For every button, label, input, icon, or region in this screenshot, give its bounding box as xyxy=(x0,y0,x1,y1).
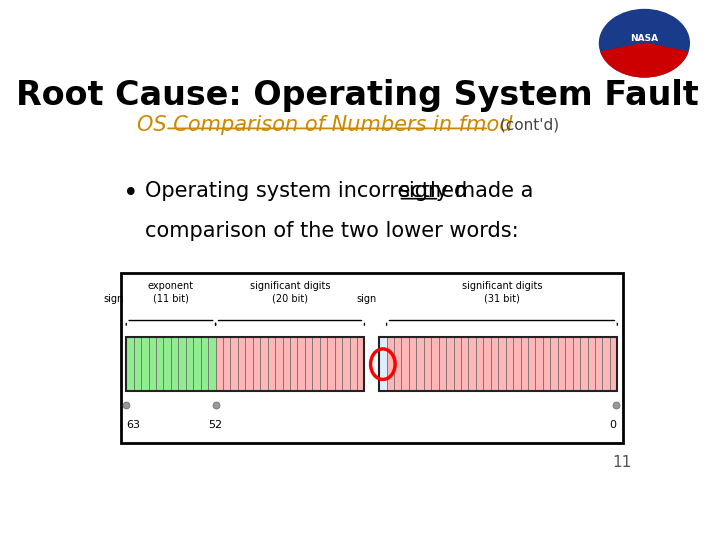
Text: significant digits: significant digits xyxy=(250,281,330,292)
Bar xyxy=(424,337,431,391)
Bar xyxy=(558,337,565,391)
Bar xyxy=(565,337,572,391)
Bar xyxy=(290,337,297,391)
Bar xyxy=(431,337,438,391)
Bar xyxy=(148,337,156,391)
Bar xyxy=(179,337,186,391)
Bar xyxy=(580,337,588,391)
Text: OS Comparison of Numbers in fmod: OS Comparison of Numbers in fmod xyxy=(137,115,512,135)
Bar xyxy=(230,337,238,391)
Bar xyxy=(491,337,498,391)
Text: NASA: NASA xyxy=(630,34,659,43)
Text: significant digits: significant digits xyxy=(462,281,542,292)
Bar xyxy=(171,337,179,391)
Bar xyxy=(342,337,349,391)
Bar xyxy=(461,337,469,391)
Text: (20 bit): (20 bit) xyxy=(272,294,308,304)
Bar xyxy=(446,337,454,391)
Bar xyxy=(156,337,163,391)
Bar xyxy=(588,337,595,391)
Bar xyxy=(379,337,387,391)
Text: comparison of the two lower words:: comparison of the two lower words: xyxy=(145,221,518,241)
Bar xyxy=(483,337,491,391)
Bar xyxy=(528,337,536,391)
Bar xyxy=(327,337,335,391)
Text: exponent: exponent xyxy=(148,281,194,292)
Bar xyxy=(134,337,141,391)
Bar xyxy=(121,273,623,443)
Bar xyxy=(394,337,402,391)
Bar xyxy=(438,337,446,391)
Bar xyxy=(126,337,134,391)
Bar xyxy=(476,337,483,391)
Bar xyxy=(498,337,505,391)
Text: Operating system incorrectly made a: Operating system incorrectly made a xyxy=(145,181,540,201)
Bar xyxy=(141,337,148,391)
Text: (11 bit): (11 bit) xyxy=(153,294,189,304)
Bar xyxy=(379,337,387,391)
Bar xyxy=(186,337,193,391)
Bar xyxy=(268,337,275,391)
Bar xyxy=(513,337,521,391)
Bar xyxy=(282,337,290,391)
Text: 63: 63 xyxy=(126,420,140,430)
Bar xyxy=(505,337,513,391)
Bar xyxy=(126,337,364,391)
Bar xyxy=(572,337,580,391)
Bar xyxy=(335,337,342,391)
Bar xyxy=(305,337,312,391)
Bar xyxy=(275,337,282,391)
Bar xyxy=(201,337,208,391)
Bar xyxy=(208,337,215,391)
Bar xyxy=(357,337,364,391)
Bar xyxy=(163,337,171,391)
Text: 52: 52 xyxy=(209,420,222,430)
Wedge shape xyxy=(601,43,688,77)
Bar xyxy=(603,337,610,391)
Text: sign: sign xyxy=(356,294,377,304)
Text: (31 bit): (31 bit) xyxy=(484,294,520,304)
Bar xyxy=(260,337,268,391)
Text: 11: 11 xyxy=(612,455,631,470)
Bar xyxy=(349,337,357,391)
Bar xyxy=(416,337,424,391)
Bar xyxy=(223,337,230,391)
Text: Root Cause: Operating System Fault: Root Cause: Operating System Fault xyxy=(17,79,699,112)
Text: sign: sign xyxy=(104,294,124,304)
Bar xyxy=(320,337,327,391)
Circle shape xyxy=(600,10,689,77)
Bar xyxy=(610,337,617,391)
Bar xyxy=(215,337,223,391)
Bar xyxy=(550,337,558,391)
Bar xyxy=(379,337,617,391)
Bar xyxy=(402,337,409,391)
Bar xyxy=(246,337,253,391)
Bar xyxy=(454,337,461,391)
Text: (cont'd): (cont'd) xyxy=(495,118,559,133)
Bar xyxy=(409,337,416,391)
Text: signed: signed xyxy=(399,181,468,201)
Bar xyxy=(536,337,543,391)
Bar xyxy=(469,337,476,391)
Bar xyxy=(595,337,603,391)
Bar xyxy=(253,337,260,391)
Bar xyxy=(193,337,201,391)
Bar xyxy=(521,337,528,391)
Bar xyxy=(297,337,305,391)
Bar xyxy=(387,337,394,391)
Text: •: • xyxy=(124,181,139,207)
Bar xyxy=(543,337,550,391)
Bar xyxy=(312,337,320,391)
Bar xyxy=(238,337,246,391)
Text: 0: 0 xyxy=(609,420,616,430)
